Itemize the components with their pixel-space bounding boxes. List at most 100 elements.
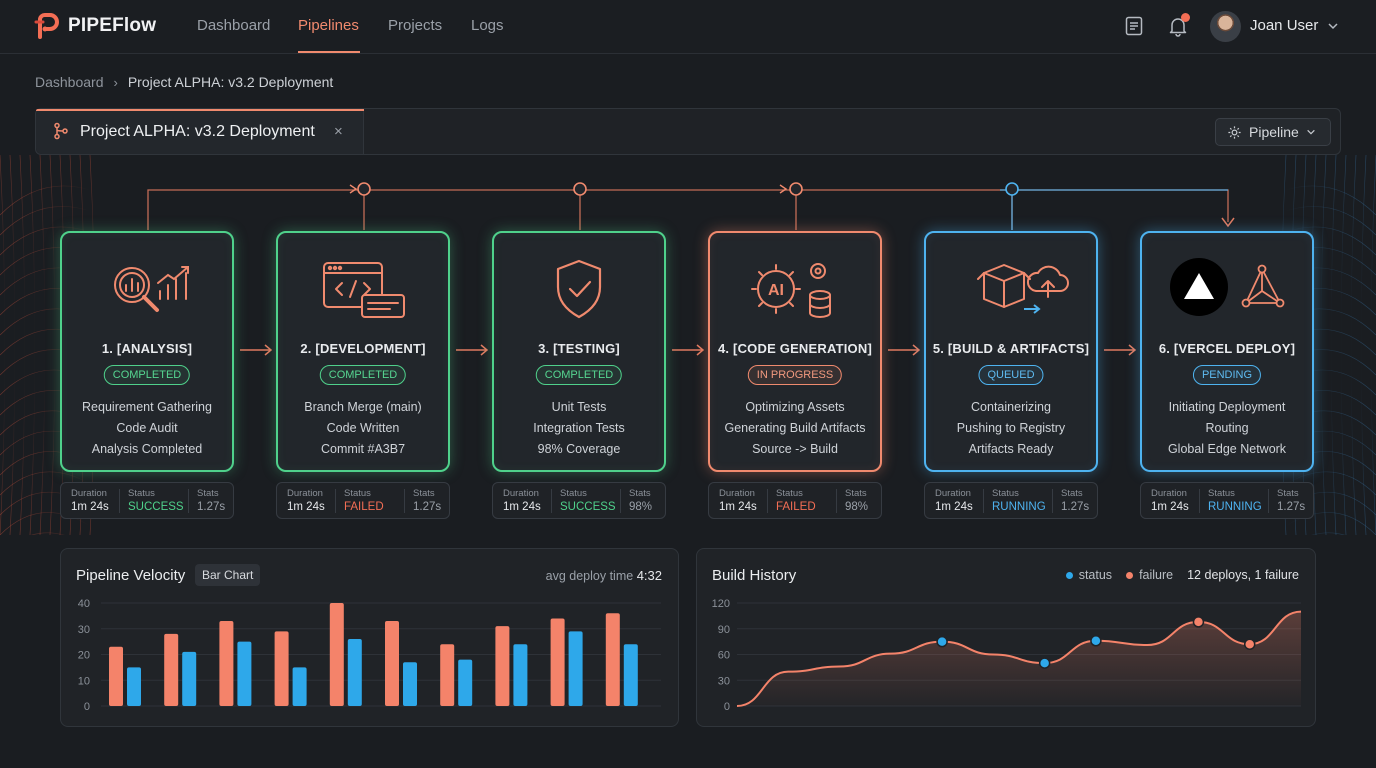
magnifier-chart-icon xyxy=(114,266,189,312)
stage-detail: Branch Merge (main) xyxy=(304,400,422,414)
stage-code-generation[interactable]: AI 4. [CODE GENERATION] IN PROGRESS Opti… xyxy=(708,231,882,472)
legend-failure-dot xyxy=(1126,571,1134,579)
stage-title: 6. [VERCEL DEPLOY] xyxy=(1158,341,1296,356)
bar xyxy=(292,667,307,706)
stat-label: Status xyxy=(128,488,155,499)
bar xyxy=(458,659,473,706)
data-point-failure xyxy=(1192,616,1205,628)
stage-title: 3. [TESTING] xyxy=(538,341,620,356)
stat-label: Stats xyxy=(845,488,867,499)
stat-value: 1.27s xyxy=(413,501,442,513)
y-tick-label: 30 xyxy=(718,675,730,687)
close-icon[interactable]: × xyxy=(334,123,343,140)
stat-value: 98% xyxy=(845,501,869,513)
stat-divider xyxy=(620,489,621,513)
mesh-line xyxy=(0,226,91,256)
tab-project-alpha[interactable]: Project ALPHA: v3.2 Deployment × xyxy=(36,109,364,154)
stage-stats: Duration 1m 24s Status SUCCESS Stats 1.27s xyxy=(60,482,234,519)
stat-stats: Stats 1.27s xyxy=(197,488,225,513)
breadcrumb-current: Project ALPHA: v3.2 Deployment xyxy=(127,74,334,90)
vercel-network-icon xyxy=(1170,258,1285,316)
stat-label: Stats xyxy=(1277,488,1299,499)
status-badge: COMPLETED xyxy=(319,365,407,385)
mesh-line xyxy=(39,155,46,535)
breadcrumb-root[interactable]: Dashboard xyxy=(35,74,104,90)
mesh-line xyxy=(1320,155,1327,535)
pipeflow-logo-icon xyxy=(34,13,59,39)
data-point-status xyxy=(1038,657,1051,669)
data-point-failure xyxy=(1243,638,1256,650)
stage-detail: Optimizing Assets xyxy=(745,400,845,414)
pipeline-dropdown-button[interactable]: Pipeline xyxy=(1215,118,1331,146)
stat-label: Status xyxy=(344,488,371,499)
stage-detail: 98% Coverage xyxy=(537,442,621,456)
mesh-line xyxy=(0,512,91,535)
panel-title: Build History xyxy=(712,567,797,584)
panel-title: Pipeline Velocity xyxy=(76,567,186,584)
bar xyxy=(164,633,179,706)
bar xyxy=(219,621,234,706)
mesh-line xyxy=(1350,155,1357,535)
shield-check-icon xyxy=(556,259,602,319)
stage-detail: Global Edge Network xyxy=(1167,442,1287,456)
tab-bar: Project ALPHA: v3.2 Deployment × Pipelin… xyxy=(35,108,1341,155)
legend-failure: failure xyxy=(1139,568,1174,582)
mesh-line xyxy=(1330,155,1337,535)
stat-stats: Stats 1.27s xyxy=(1277,488,1305,513)
stat-divider xyxy=(1052,489,1053,513)
nav-pipelines[interactable]: Pipelines xyxy=(298,17,359,34)
stage-title: 5. [BUILD & ARTIFACTS] xyxy=(932,341,1090,356)
mesh-line xyxy=(30,532,65,535)
stage-build-artifacts[interactable]: 5. [BUILD & ARTIFACTS] QUEUED Containeri… xyxy=(924,231,1098,472)
chevron-down-icon xyxy=(1307,129,1315,135)
stage-vercel-deploy[interactable]: 6. [VERCEL DEPLOY] PENDING Initiating De… xyxy=(1140,231,1314,472)
stat-divider xyxy=(551,489,552,513)
bar xyxy=(329,603,344,706)
stat-duration: Duration 1m 24s xyxy=(287,488,325,513)
stat-duration: Duration 1m 24s xyxy=(935,488,973,513)
status-badge: COMPLETED xyxy=(103,365,191,385)
build-history-panel: Build History status failure 12 deploys,… xyxy=(696,548,1316,727)
stage-testing[interactable]: 3. [TESTING] COMPLETED Unit Tests Integr… xyxy=(492,231,666,472)
y-tick-label: 60 xyxy=(718,650,730,662)
bell-icon[interactable] xyxy=(1167,15,1189,37)
avatar[interactable] xyxy=(1210,11,1241,42)
avg-deploy-value: 4:32 xyxy=(636,568,662,583)
status-badge: COMPLETED xyxy=(535,365,623,385)
stat-stats: Stats 1.27s xyxy=(413,488,441,513)
git-branch-icon xyxy=(54,122,68,140)
stage-title: 1. [ANALYSIS] xyxy=(101,341,193,356)
stat-value: RUNNING xyxy=(992,501,1046,513)
nav-logs[interactable]: Logs xyxy=(471,17,504,34)
stage-detail: Source -> Build xyxy=(752,442,838,456)
mesh-line xyxy=(1285,185,1376,216)
mesh-line xyxy=(9,155,16,535)
user-name[interactable]: Joan User xyxy=(1250,17,1319,34)
stat-divider xyxy=(119,489,120,513)
stat-label: Duration xyxy=(719,488,755,499)
chart-type-chip[interactable]: Bar Chart xyxy=(195,564,261,586)
nav-dashboard[interactable]: Dashboard xyxy=(197,17,271,34)
app-logo[interactable]: PIPEFlow xyxy=(34,13,156,39)
pipeline-button-label: Pipeline xyxy=(1249,124,1299,140)
document-icon[interactable] xyxy=(1123,15,1145,37)
stage-analysis[interactable]: 1. [ANALYSIS] COMPLETED Requirement Gath… xyxy=(60,231,234,472)
stat-label: Status xyxy=(1208,488,1235,499)
stat-duration: Duration 1m 24s xyxy=(503,488,541,513)
ai-gear-database-icon: AI xyxy=(751,263,831,318)
chevron-down-icon[interactable] xyxy=(1327,20,1339,32)
stat-value: 1m 24s xyxy=(503,501,541,513)
mesh-line xyxy=(1340,155,1347,535)
y-tick-label: 120 xyxy=(712,598,730,610)
data-point-status xyxy=(936,635,948,648)
mesh-line xyxy=(1311,532,1346,535)
nav-projects[interactable]: Projects xyxy=(388,17,443,34)
stat-value: SUCCESS xyxy=(128,501,184,513)
bar xyxy=(237,641,252,706)
stat-value: 1.27s xyxy=(1277,501,1306,513)
y-tick-label: 20 xyxy=(78,650,90,662)
stage-development[interactable]: 2. [DEVELOPMENT] COMPLETED Branch Merge … xyxy=(276,231,450,472)
box-cloud-icon xyxy=(977,264,1069,314)
notification-dot xyxy=(1181,13,1190,22)
stat-status: Status FAILED xyxy=(344,488,384,513)
